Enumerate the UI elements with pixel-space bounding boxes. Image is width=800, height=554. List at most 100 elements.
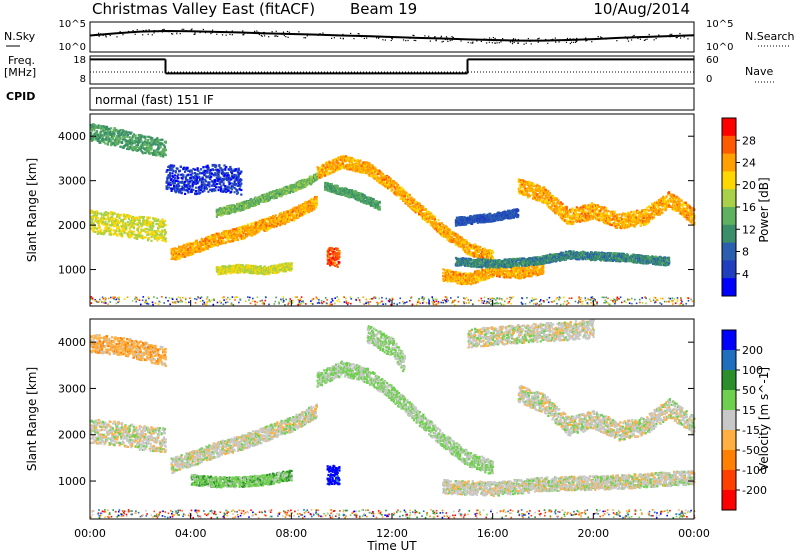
heatmap-cell [540,266,543,269]
heatmap-cell [505,276,508,279]
heatmap-cell [124,215,127,218]
heatmap-cell [378,202,381,205]
heatmap-cell [442,226,445,229]
heatmap-cell [491,249,494,253]
heatmap-cell [242,232,245,235]
heatmap-cell [325,170,328,173]
heatmap-cell [105,218,108,221]
noise-search-dot [460,40,462,42]
noise-search-dot [447,40,449,43]
heatmap-cell [449,280,453,283]
noise-search-dot [444,38,446,41]
heatmap-cell [102,223,105,226]
heatmap-cell [255,225,258,228]
heatmap-cell [420,211,423,214]
heatmap-cell [289,190,292,193]
heatmap-cell [183,243,186,247]
heatmap-cell [216,242,219,245]
heatmap-cell [449,278,452,281]
heatmap-cell [436,230,439,233]
heatmap-cell [141,224,144,227]
heatmap-cell [359,195,362,198]
heatmap-cell [222,239,225,242]
heatmap-cell [156,239,159,242]
noise-search-dot [357,33,359,35]
heatmap-cell [146,216,149,219]
heatmap-cell [90,216,93,219]
heatmap-cell [293,216,296,219]
heatmap-cell [292,209,295,212]
heatmap-cell [282,219,285,222]
heatmap-cell [201,247,204,250]
heatmap-cell [327,189,330,192]
heatmap-cell [298,208,301,211]
heatmap-cell [487,249,490,252]
heatmap-cell [112,225,115,228]
heatmap-cell [101,217,104,220]
heatmap-cell [342,160,345,163]
heatmap-cell [449,269,452,272]
heatmap-cell [148,223,151,226]
noise-search-dot [199,31,201,34]
noise-search-dot [655,37,657,40]
noise-search-dot [339,37,342,39]
heatmap-cell [314,206,317,209]
heatmap-cell [340,158,343,162]
heatmap-cell [92,216,95,219]
heatmap-cell [491,256,494,260]
noise-search-dot [224,31,226,33]
heatmap-cell [152,218,156,221]
heatmap-cell [291,219,294,222]
noise-search-dot [550,39,552,41]
heatmap-cell [333,162,336,165]
noise-search-dot [409,37,411,39]
heatmap-cell [282,211,286,214]
heatmap-cell [215,215,218,218]
heatmap-cell [315,203,318,206]
heatmap-cell [512,272,515,275]
heatmap-cell [130,233,133,236]
noise-search-dot [511,41,514,43]
heatmap-cell [264,226,267,229]
heatmap-cell [449,241,453,244]
noise-search-dot [467,41,469,44]
noise-search-dot [181,28,183,30]
heatmap-cell [376,173,380,176]
noise-search-dot [105,35,107,37]
noise-search-dot [637,37,639,40]
noise-search-dot [304,37,307,39]
noise-search-dot [100,33,102,35]
heatmap-cell [145,227,148,230]
heatmap-cell [459,272,462,276]
heatmap-cell [137,225,140,229]
noise-search-dot [544,39,547,41]
heatmap-cell [362,161,365,164]
heatmap-cell [116,213,119,216]
heatmap-cell [450,236,453,239]
heatmap-cell [278,220,281,223]
heatmap-cell [115,229,118,232]
heatmap-cell [300,206,303,209]
heatmap-cell [161,230,164,233]
noise-search-dot [648,35,650,37]
heatmap-cell [109,218,112,221]
heatmap-cell [235,209,238,212]
heatmap-cell [195,247,198,250]
heatmap-cell [264,218,267,221]
heatmap-cell [294,209,297,212]
heatmap-cell [230,207,233,210]
heatmap-cell [419,209,422,212]
heatmap-cell [510,269,513,272]
noise-search-dot [253,31,256,33]
heatmap-cell [131,216,135,219]
heatmap-cell [156,222,159,225]
heatmap-cell [328,184,331,187]
heatmap-cell [284,188,287,191]
heatmap-cell [408,200,411,204]
noise-search-dot [449,38,452,40]
heatmap-cell [121,226,124,229]
heatmap-cell [315,195,318,198]
noise-search-dot [222,31,224,34]
heatmap-cell [501,273,504,276]
noise-search-dot [679,37,682,39]
